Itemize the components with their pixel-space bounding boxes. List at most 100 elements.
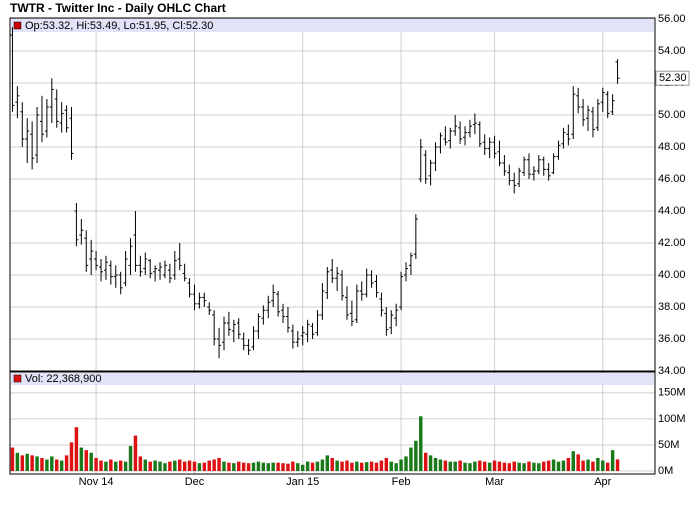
volume-bar bbox=[202, 462, 207, 471]
volume-bar bbox=[109, 459, 113, 471]
volume-bar bbox=[340, 461, 344, 471]
volume-bar bbox=[492, 460, 497, 471]
volume-bar bbox=[227, 462, 231, 471]
volume-band bbox=[11, 373, 654, 385]
volume-bar bbox=[168, 461, 172, 471]
volume-bar bbox=[182, 461, 187, 471]
volume-bar bbox=[443, 460, 448, 471]
volume-bar bbox=[197, 463, 202, 471]
volume-bar bbox=[605, 462, 610, 471]
volume-bar bbox=[84, 450, 88, 471]
volume-bar bbox=[55, 459, 59, 471]
last-price-box bbox=[655, 70, 690, 86]
volume-bar bbox=[281, 463, 285, 471]
y-tick-label: 54.00 bbox=[658, 45, 686, 57]
volume-bar bbox=[591, 461, 595, 471]
y-tick-label: 36.00 bbox=[658, 333, 686, 345]
volume-bar bbox=[305, 461, 310, 471]
y-tick-label: 42.00 bbox=[658, 237, 686, 249]
volume-bar bbox=[355, 461, 359, 471]
volume-bar bbox=[99, 460, 103, 471]
volume-bar bbox=[192, 461, 197, 471]
x-tick-label: Nov 14 bbox=[79, 476, 114, 488]
volume-bar bbox=[360, 462, 364, 471]
volume-bar bbox=[507, 463, 512, 471]
volume-bar bbox=[596, 457, 600, 471]
volume-bar bbox=[246, 463, 251, 471]
volume-bar bbox=[35, 456, 39, 471]
volume-bar bbox=[94, 457, 98, 471]
volume-bar bbox=[133, 435, 138, 471]
volume-bar bbox=[25, 453, 29, 471]
volume-bar bbox=[482, 461, 487, 471]
volume-bar bbox=[389, 461, 393, 471]
volume-bar bbox=[50, 456, 54, 471]
volume-bar bbox=[104, 461, 108, 471]
volume-bar bbox=[325, 455, 330, 471]
y-tick-label: 56.00 bbox=[658, 13, 686, 25]
last-price-label: 52.30 bbox=[659, 72, 687, 84]
volume-bar bbox=[487, 462, 492, 471]
volume-bar bbox=[320, 459, 325, 471]
info-band bbox=[11, 19, 654, 32]
volume-bar bbox=[463, 462, 467, 471]
volume-bar bbox=[542, 461, 546, 471]
volume-bar bbox=[296, 463, 300, 471]
volume-bar bbox=[148, 461, 152, 471]
volume-bar bbox=[266, 463, 270, 471]
volume-bar bbox=[566, 457, 571, 471]
volume-bar bbox=[291, 461, 295, 471]
volume-bar bbox=[143, 459, 148, 471]
volume-bar bbox=[345, 460, 349, 471]
volume-bar bbox=[512, 461, 516, 471]
volume-bar bbox=[502, 462, 507, 471]
volume-bar bbox=[414, 440, 418, 471]
volume-bar bbox=[114, 461, 118, 471]
volume-bar bbox=[173, 460, 177, 471]
volume-bar bbox=[158, 461, 162, 471]
volume-bar bbox=[118, 460, 123, 471]
y-tick-label: 40.00 bbox=[658, 269, 686, 281]
volume-bar bbox=[419, 416, 423, 471]
x-tick-label: Apr bbox=[594, 476, 611, 488]
volume-bar bbox=[217, 457, 221, 471]
volume-bar bbox=[453, 461, 457, 471]
volume-bar bbox=[610, 450, 615, 471]
volume-bar bbox=[517, 462, 521, 471]
volume-bar bbox=[222, 461, 226, 471]
volume-bar bbox=[571, 451, 575, 471]
x-tick-label: Jan 15 bbox=[286, 476, 319, 488]
marks bbox=[10, 27, 620, 471]
volume-tick-label: 50M bbox=[658, 439, 679, 451]
volume-bar bbox=[586, 459, 590, 471]
volume-bar bbox=[241, 462, 246, 471]
y-tick-label: 48.00 bbox=[658, 141, 686, 153]
volume-bar bbox=[177, 459, 182, 471]
volume-bar bbox=[315, 461, 320, 471]
volume-bar bbox=[468, 463, 472, 471]
volume-bar bbox=[532, 462, 536, 471]
volume-bar bbox=[69, 442, 74, 471]
chart-title: TWTR - Twitter Inc - Daily OHLC Chart bbox=[10, 1, 226, 15]
volume-bar bbox=[276, 462, 280, 471]
volume-tick-label: 100M bbox=[658, 413, 686, 425]
volume-label: Vol: 22,368,900 bbox=[25, 373, 101, 385]
volume-bar bbox=[30, 455, 34, 471]
volume-bar bbox=[399, 459, 403, 471]
volume-bar bbox=[15, 452, 20, 471]
volume-bar bbox=[404, 456, 408, 471]
info-text: Op:53.32, Hi:53.49, Lo:51.95, Cl:52.30 bbox=[25, 20, 213, 32]
volume-bar bbox=[187, 460, 192, 471]
volume-bar bbox=[448, 461, 453, 471]
volume-bar bbox=[128, 445, 133, 471]
volume-bar bbox=[394, 463, 398, 471]
volume-bar bbox=[497, 461, 502, 471]
volume-bar bbox=[522, 463, 526, 471]
volume-bar bbox=[123, 461, 128, 471]
volume-bar bbox=[374, 462, 379, 471]
volume-bar bbox=[20, 455, 25, 471]
volume-bar bbox=[458, 460, 462, 471]
volume-bar bbox=[237, 461, 241, 471]
